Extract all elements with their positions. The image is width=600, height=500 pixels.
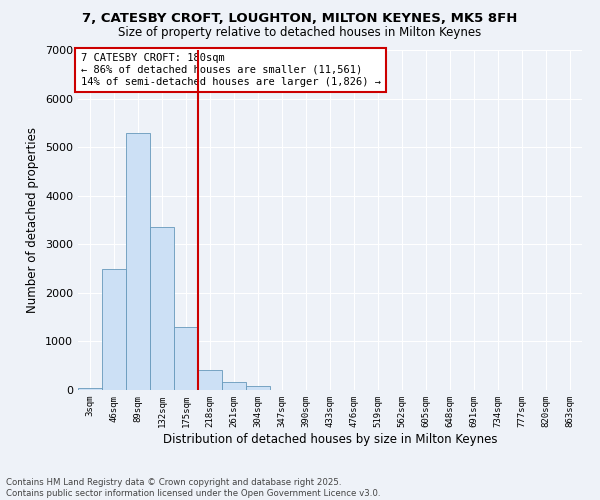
Bar	[78, 388, 102, 390]
Bar	[198, 370, 222, 390]
Text: 7, CATESBY CROFT, LOUGHTON, MILTON KEYNES, MK5 8FH: 7, CATESBY CROFT, LOUGHTON, MILTON KEYNE…	[82, 12, 518, 26]
Bar	[222, 382, 246, 390]
Bar	[102, 268, 126, 390]
Bar	[246, 386, 270, 390]
Text: 7 CATESBY CROFT: 180sqm
← 86% of detached houses are smaller (11,561)
14% of sem: 7 CATESBY CROFT: 180sqm ← 86% of detache…	[80, 54, 380, 86]
Bar	[174, 327, 198, 390]
Text: Contains HM Land Registry data © Crown copyright and database right 2025.
Contai: Contains HM Land Registry data © Crown c…	[6, 478, 380, 498]
X-axis label: Distribution of detached houses by size in Milton Keynes: Distribution of detached houses by size …	[163, 432, 497, 446]
Bar	[126, 132, 150, 390]
Y-axis label: Number of detached properties: Number of detached properties	[26, 127, 40, 313]
Bar	[150, 228, 174, 390]
Text: Size of property relative to detached houses in Milton Keynes: Size of property relative to detached ho…	[118, 26, 482, 39]
